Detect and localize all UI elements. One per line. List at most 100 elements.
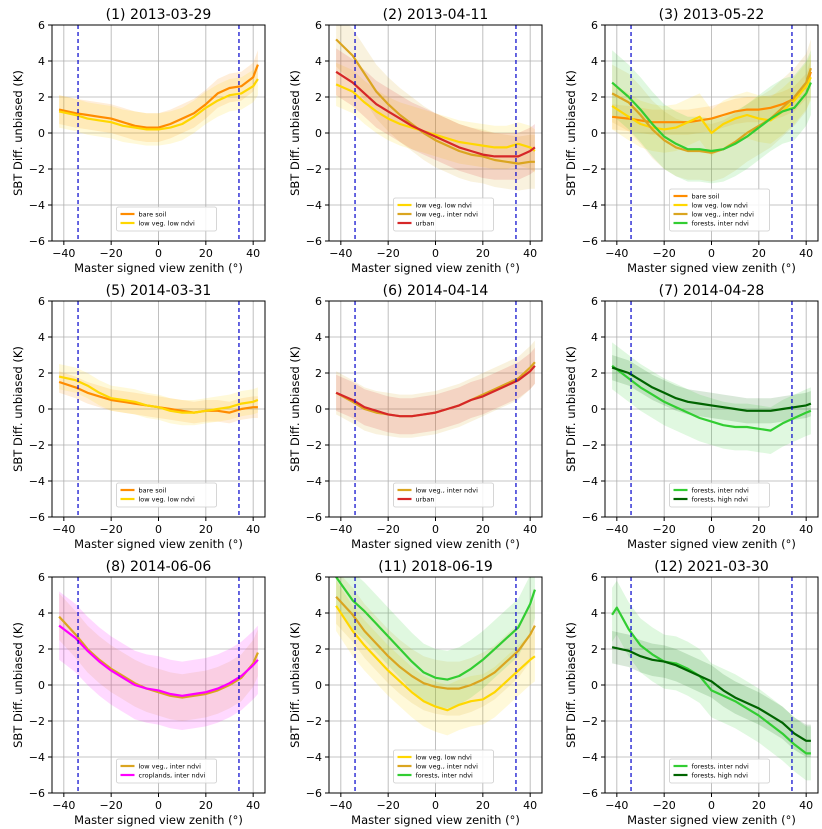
series-band <box>612 355 811 424</box>
tick-label-y: 6 <box>38 571 45 584</box>
tick-label-y: −2 <box>582 715 598 728</box>
tick-label-y: −2 <box>306 715 322 728</box>
legend-label: low veg. low ndvi <box>692 201 749 209</box>
series-line <box>335 83 536 152</box>
tick-label-x: −20 <box>653 247 676 260</box>
y-axis-label: SBT Diff. unbiased (K) <box>564 346 578 472</box>
tick-label-x: 0 <box>432 523 439 536</box>
series-line <box>335 38 535 165</box>
tick-label-x: −20 <box>377 523 400 536</box>
tick-label-x: 40 <box>523 799 537 812</box>
series-band <box>612 342 811 454</box>
tick-label-y: 6 <box>591 19 598 32</box>
x-axis-label: Master signed view zenith (°) <box>74 813 243 827</box>
tick-label-y: −4 <box>582 751 598 764</box>
tick-label-x: 40 <box>799 523 813 536</box>
tick-label-x: −20 <box>653 523 676 536</box>
plot-area <box>335 25 536 191</box>
tick-label-y: 2 <box>591 643 598 656</box>
y-axis-label: SBT Diff. unbiased (K) <box>288 622 302 748</box>
series-line <box>335 596 536 690</box>
tick-label-y: −4 <box>582 199 598 212</box>
y-axis-label: SBT Diff. unbiased (K) <box>288 346 302 472</box>
tick-label-x: 20 <box>476 247 490 260</box>
x-axis-label: Master signed view zenith (°) <box>74 537 243 551</box>
tick-label-x: −20 <box>377 799 400 812</box>
tick-label-y: 0 <box>315 679 322 692</box>
legend-label: bare soil <box>692 192 720 200</box>
plot-area <box>58 591 259 730</box>
legend-label: low veg. low ndvi <box>416 753 473 761</box>
series-line <box>58 624 259 697</box>
series-line <box>58 64 259 129</box>
subplot-title: (5) 2014-03-31 <box>106 283 212 299</box>
plot-area <box>611 39 812 184</box>
series-band <box>612 59 811 135</box>
tick-label-y: 2 <box>315 643 322 656</box>
tick-label-y: −4 <box>29 475 45 488</box>
tick-label-y: −2 <box>582 439 598 452</box>
tick-label-y: −6 <box>306 787 322 800</box>
y-axis-label: SBT Diff. unbiased (K) <box>11 70 25 196</box>
tick-label-y: 6 <box>591 571 598 584</box>
series-band <box>612 53 811 157</box>
subplot-title: (11) 2018-06-19 <box>378 559 493 575</box>
tick-label-x: 20 <box>752 247 766 260</box>
series-line <box>611 81 812 153</box>
legend-label: bare soil <box>139 210 167 218</box>
plot-area <box>611 342 812 454</box>
legend-box <box>116 758 217 784</box>
tick-label-x: 0 <box>432 247 439 260</box>
legend-label: low veg. low ndvi <box>139 495 196 503</box>
tick-label-y: −4 <box>29 199 45 212</box>
plot-area <box>335 340 536 438</box>
x-axis-label: Master signed view zenith (°) <box>627 813 796 827</box>
legend-label: low veg., inter ndvi <box>139 762 202 770</box>
tick-label-y: 0 <box>38 127 45 140</box>
subplot-title: (8) 2014-06-06 <box>106 559 212 575</box>
tick-label-x: −20 <box>377 247 400 260</box>
tick-label-y: 4 <box>315 55 322 68</box>
y-axis-label: SBT Diff. unbiased (K) <box>564 622 578 748</box>
tick-label-y: 4 <box>315 607 322 620</box>
tick-label-y: 2 <box>591 91 598 104</box>
legend-label: low veg., inter ndvi <box>416 210 479 218</box>
tick-label-x: −40 <box>605 799 628 812</box>
series-band <box>336 577 535 716</box>
tick-label-y: 6 <box>315 571 322 584</box>
tick-label-x: −40 <box>52 247 75 260</box>
tick-label-x: 40 <box>523 523 537 536</box>
tick-label-y: 4 <box>38 55 45 68</box>
series-line <box>611 646 811 742</box>
series-line <box>58 615 259 699</box>
x-axis-label: Master signed view zenith (°) <box>351 813 520 827</box>
tick-label-x: 20 <box>199 799 213 812</box>
tick-label-y: −4 <box>306 751 322 764</box>
y-axis-label: SBT Diff. unbiased (K) <box>11 346 25 472</box>
tick-label-y: 4 <box>315 331 322 344</box>
tick-label-y: 0 <box>591 403 598 416</box>
tick-label-x: −40 <box>605 247 628 260</box>
tick-label-y: 4 <box>38 331 45 344</box>
tick-label-y: 6 <box>591 295 598 308</box>
tick-label-y: −2 <box>306 163 322 176</box>
tick-label-x: 0 <box>708 523 715 536</box>
tick-label-y: −6 <box>306 235 322 248</box>
tick-label-y: −6 <box>29 787 45 800</box>
tick-label-y: 6 <box>315 19 322 32</box>
tick-label-y: 0 <box>38 403 45 416</box>
tick-label-y: −6 <box>582 235 598 248</box>
tick-label-y: −6 <box>582 511 598 524</box>
series-line <box>335 70 536 158</box>
legend-box <box>116 482 217 508</box>
series-band <box>59 593 258 721</box>
tick-label-y: 4 <box>591 55 598 68</box>
tick-label-y: 2 <box>38 643 45 656</box>
legend-label: low veg., inter ndvi <box>416 762 479 770</box>
tick-label-y: 0 <box>315 127 322 140</box>
tick-label-x: 0 <box>155 247 162 260</box>
tick-label-x: −20 <box>100 247 123 260</box>
